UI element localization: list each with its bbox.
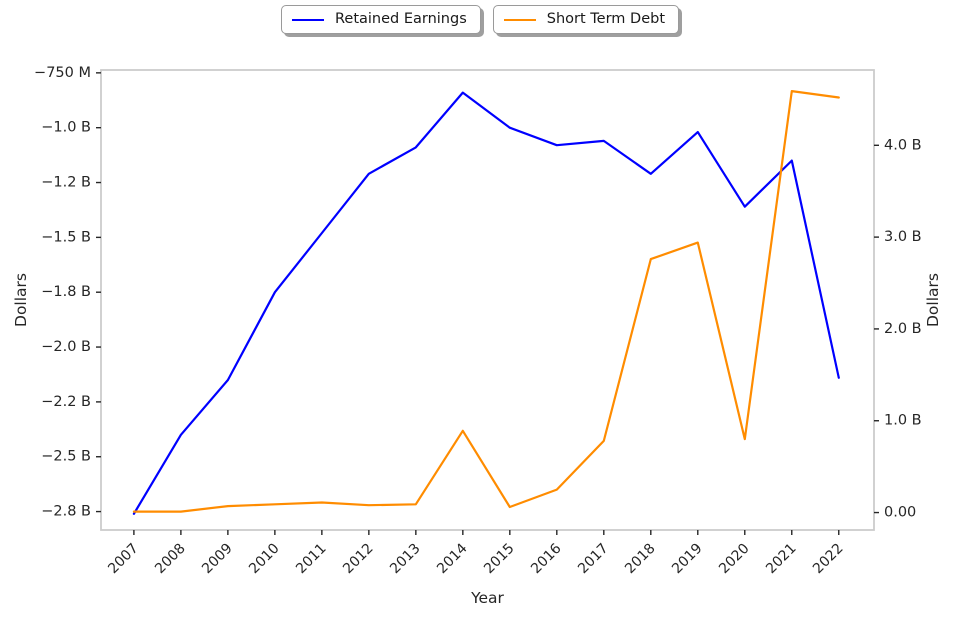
- x-tick-label: 2018: [622, 541, 659, 578]
- x-tick-label: 2015: [481, 541, 518, 578]
- series-line-short-term-debt: [132, 89, 840, 513]
- x-tick-label: 2017: [575, 541, 612, 578]
- series-line-retained-earnings: [132, 91, 840, 515]
- x-tick-label: 2009: [199, 541, 236, 578]
- right-axis-label: Dollars: [924, 273, 942, 327]
- right-tick-label: 2.0 B: [884, 321, 922, 337]
- x-tick-label: 2007: [105, 541, 142, 578]
- x-tick-label: 2008: [152, 541, 189, 578]
- left-tick-label: −750 M: [34, 65, 91, 81]
- left-tick-label: −1.5 B: [41, 229, 91, 245]
- x-tick-label: 2010: [246, 541, 283, 578]
- axes-spines: [100, 69, 875, 531]
- right-tick-label: 3.0 B: [884, 229, 922, 245]
- x-tick-label: 2019: [669, 541, 706, 578]
- x-tick-label: 2013: [387, 541, 424, 578]
- right-tick-label: 0.00: [884, 505, 916, 521]
- left-tick-label: −1.0 B: [41, 120, 91, 136]
- left-tick-label: −2.5 B: [41, 449, 91, 465]
- right-tick-label: 1.0 B: [884, 413, 922, 429]
- x-tick-label: 2016: [528, 540, 565, 577]
- left-axis-label: Dollars: [12, 273, 30, 327]
- left-tick-label: −1.2 B: [41, 175, 91, 191]
- left-tick-label: −1.8 B: [41, 284, 91, 300]
- right-tick-label: 4.0 B: [884, 137, 922, 153]
- left-tick-label: −2.8 B: [41, 504, 91, 520]
- x-tick-label: 2020: [716, 541, 753, 578]
- x-tick-label: 2011: [293, 541, 330, 578]
- x-tick-label: 2014: [434, 540, 471, 577]
- x-axis-label: Year: [470, 589, 504, 607]
- left-tick-label: −2.2 B: [41, 394, 91, 410]
- x-tick-label: 2021: [763, 541, 800, 578]
- x-tick-label: 2012: [340, 541, 377, 578]
- left-tick-label: −2.0 B: [41, 339, 91, 355]
- x-tick-label: 2022: [810, 541, 847, 578]
